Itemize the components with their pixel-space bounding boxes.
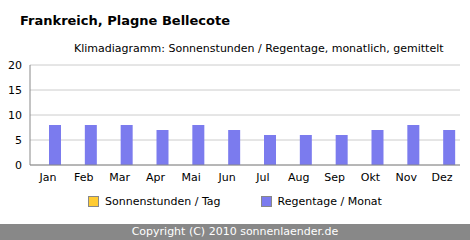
svg-text:Jun: Jun [217,171,235,184]
svg-text:Aug: Aug [288,171,309,184]
svg-text:0: 0 [15,159,22,172]
html-text:Sonnenstunden / Tag: Sonnenstunden / Tag [105,195,221,208]
html-text:Copyright (C) 2010 sonnenlaend: Copyright (C) 2010 sonnenlaender.de [131,225,339,238]
svg-text:10: 10 [8,109,22,122]
html-text:Klimadiagramm: Sonnenstunden /: Klimadiagramm: Sonnenstunden / Regentage… [74,42,444,55]
svg-text:Feb: Feb [74,171,93,184]
svg-text:20: 20 [8,59,22,72]
svg-text:5: 5 [15,134,22,147]
svg-text:Jan: Jan [38,171,56,184]
svg-text:Apr: Apr [146,171,166,184]
html-text:Regentage / Monat: Regentage / Monat [277,195,382,208]
svg-text:Mar: Mar [109,171,130,184]
svg-text:15: 15 [8,84,22,97]
svg-text:Nov: Nov [396,171,418,184]
html-text:Frankreich, Plagne Bellecote: Frankreich, Plagne Bellecote [20,13,230,28]
svg-text:Dez: Dez [432,171,453,184]
svg-text:Okt: Okt [361,171,381,184]
svg-text:Mai: Mai [182,171,201,184]
svg-text:Sep: Sep [324,171,345,184]
svg-text:Jul: Jul [255,171,269,184]
